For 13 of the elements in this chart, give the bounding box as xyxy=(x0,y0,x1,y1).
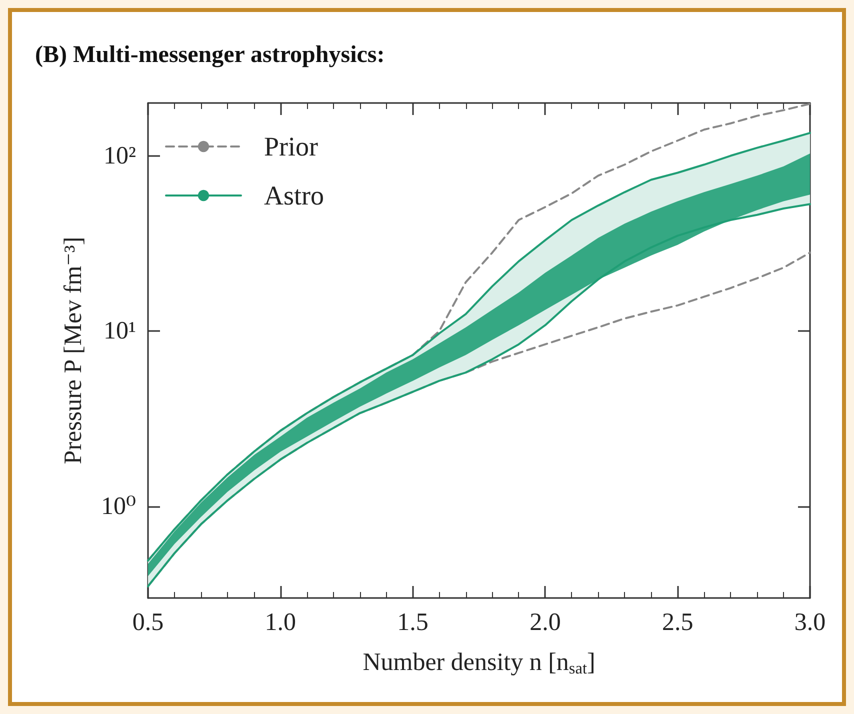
y-tick-label: 10⁰ xyxy=(100,492,136,520)
x-tick-label: 1.0 xyxy=(264,609,296,636)
y-axis-title: Pressure P [Mev fm⁻³] xyxy=(60,236,87,464)
legend-label: Prior xyxy=(264,132,318,162)
x-tick-label: 2.0 xyxy=(530,609,561,636)
y-tick-label: 10² xyxy=(104,142,136,170)
x-tick-label: 3.0 xyxy=(794,609,826,636)
x-tick-label: 2.5 xyxy=(662,609,694,636)
y-tick-label: 10¹ xyxy=(104,318,136,345)
x-tick-label: 1.5 xyxy=(397,609,428,636)
x-tick-label: 0.5 xyxy=(132,609,164,636)
chart-title: (B) Multi-messenger astrophysics: xyxy=(35,42,385,68)
legend-label: Astro xyxy=(264,180,324,210)
